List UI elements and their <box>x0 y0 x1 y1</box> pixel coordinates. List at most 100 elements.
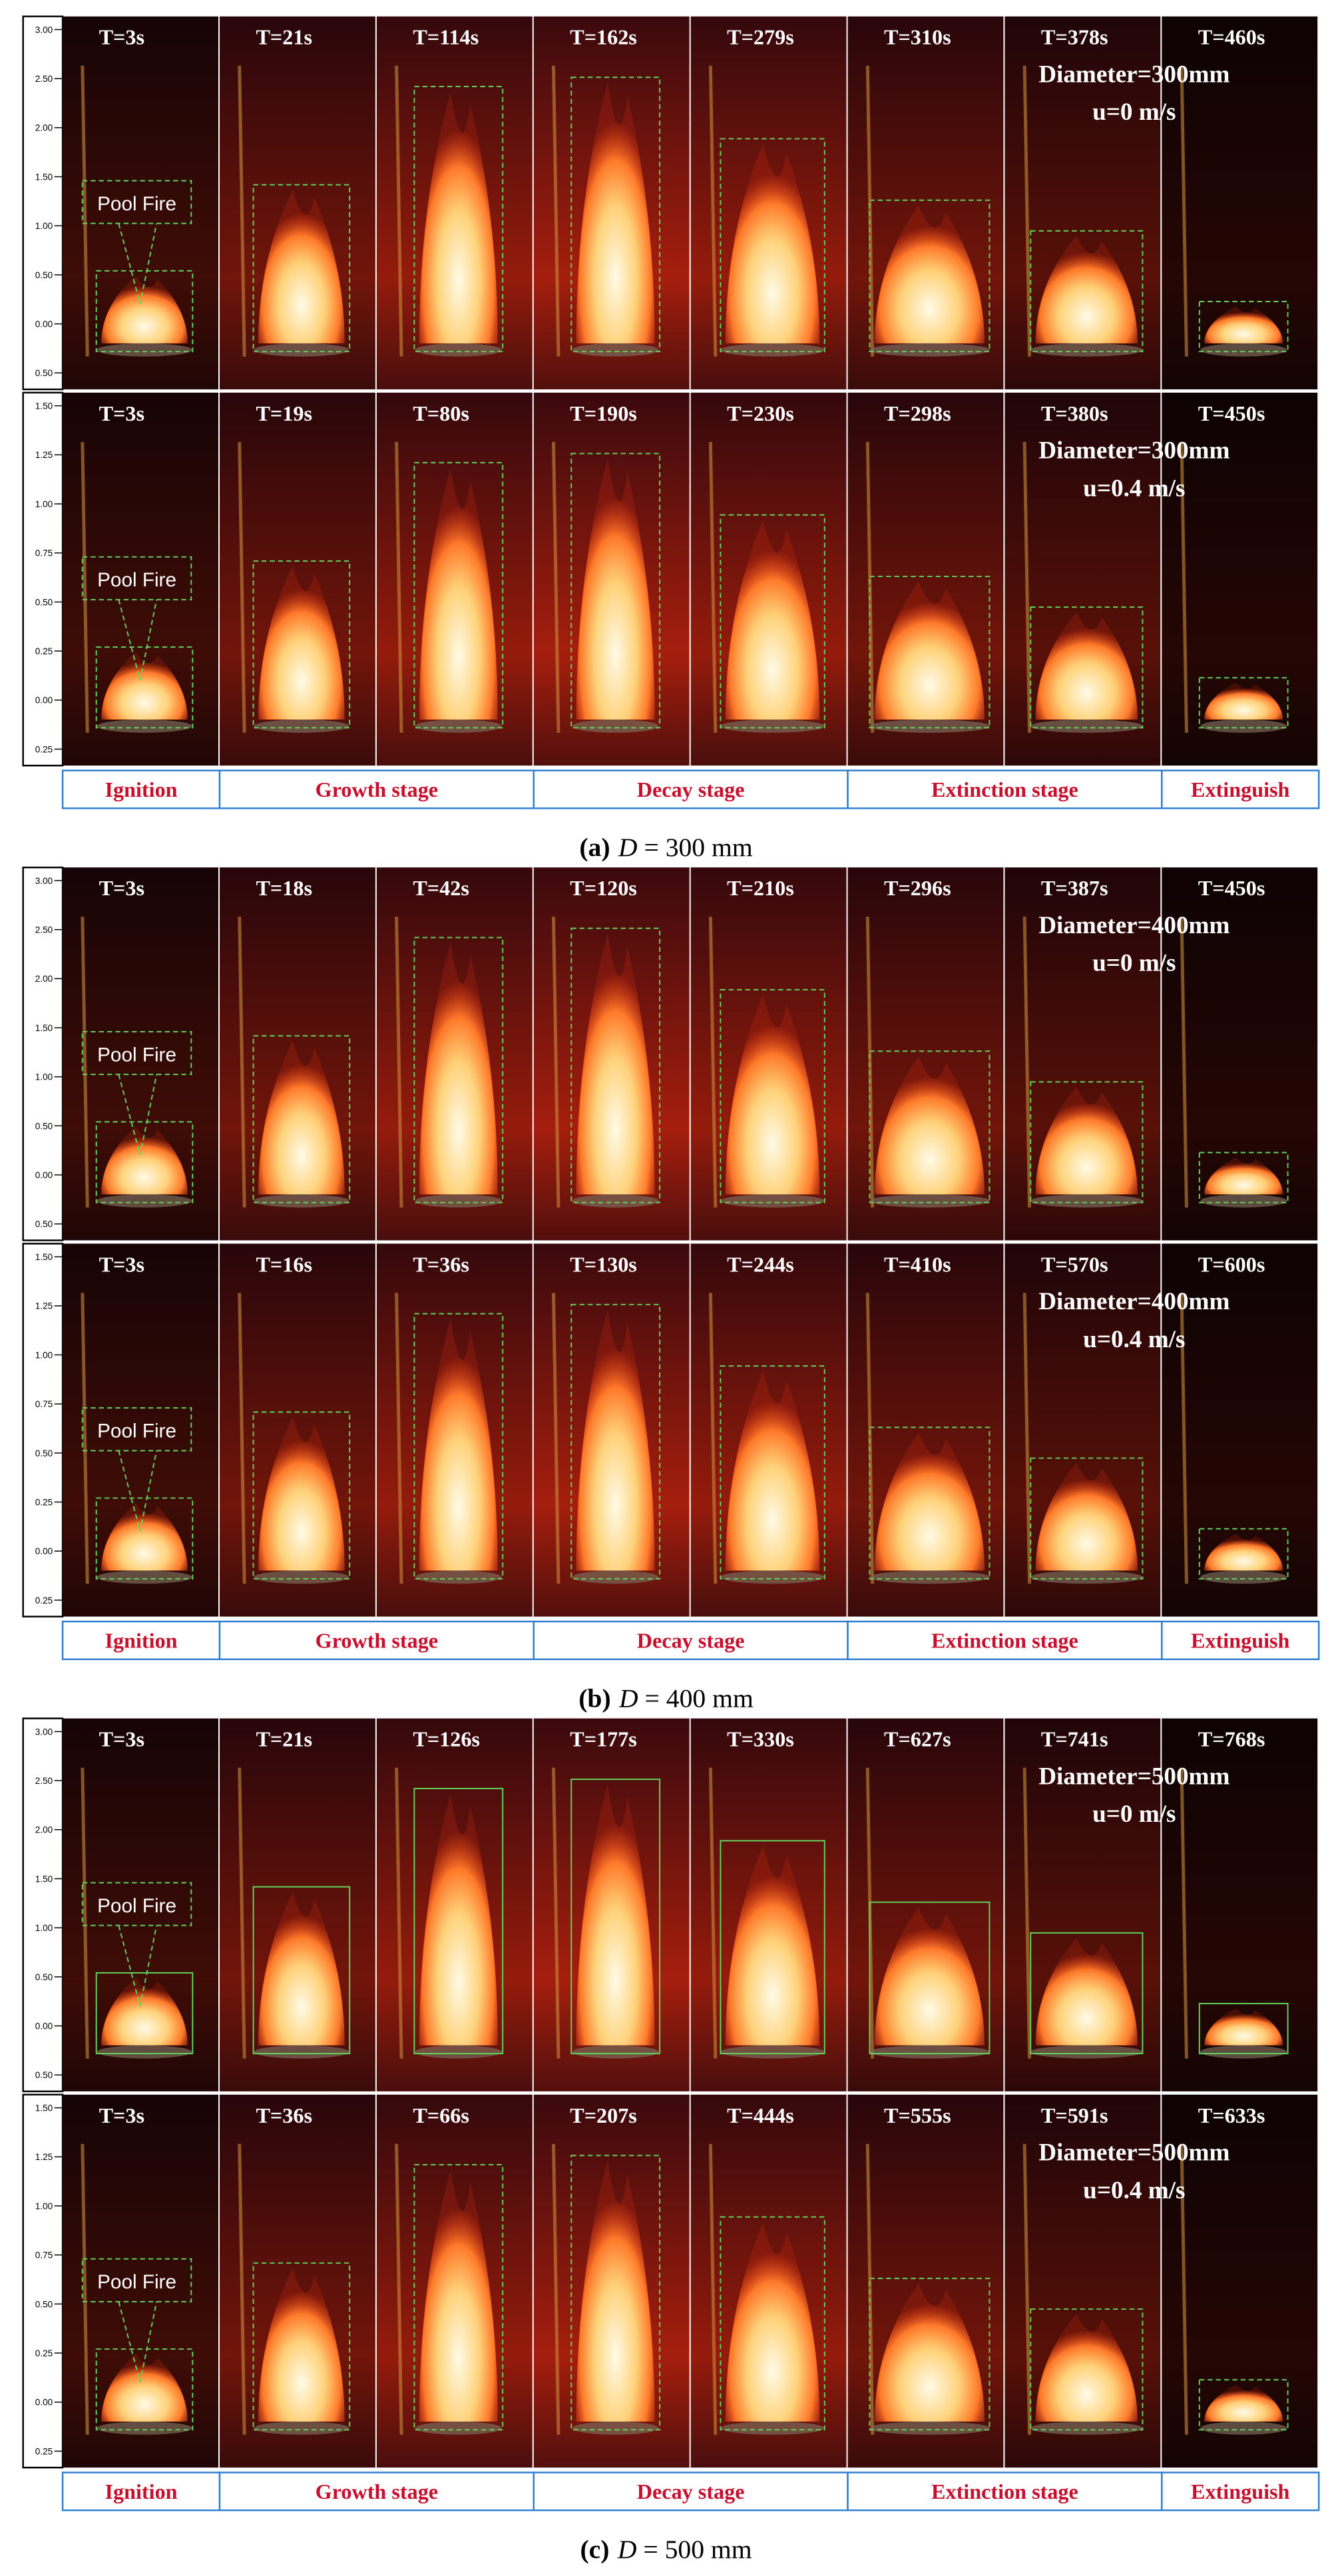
flame-box <box>95 1121 194 1203</box>
pool-pan <box>1030 1194 1143 1208</box>
measuring-pole <box>81 65 89 357</box>
flame-box <box>570 453 661 729</box>
measuring-pole <box>708 2143 718 2435</box>
scale-label: 1.00 <box>35 2201 53 2211</box>
scale-label: 0.50 <box>35 2299 53 2309</box>
measuring-pole <box>1022 2143 1032 2435</box>
pool-pan <box>1200 343 1287 357</box>
scale-label: 0.25 <box>35 646 53 656</box>
flame-box <box>570 1303 661 1580</box>
measuring-pole <box>1022 441 1032 733</box>
measuring-pole <box>395 1767 403 2059</box>
annotation-pointer <box>118 1450 158 1532</box>
time-label: T=16s <box>256 1252 312 1276</box>
flame-box <box>95 1972 194 2055</box>
pool-pan <box>720 2045 825 2059</box>
time-label: T=3s <box>99 1727 144 1751</box>
pool-pan <box>1200 2045 1287 2059</box>
flame <box>1035 1462 1138 1571</box>
measuring-pole <box>708 441 718 733</box>
pool-pan <box>572 720 659 733</box>
scale-label: 0.50 <box>35 1219 53 1229</box>
flame <box>419 1319 498 1571</box>
caption-label: (a) <box>579 833 610 862</box>
pool-pan <box>97 343 192 357</box>
stage-label: Growth stage <box>316 777 438 801</box>
time-label: T=21s <box>256 1727 312 1751</box>
flame <box>725 520 820 720</box>
flame-box <box>570 2155 661 2431</box>
scale-label: 0.25 <box>35 2446 53 2456</box>
stage-label: Ignition <box>105 2479 177 2503</box>
flame <box>1204 1534 1283 1571</box>
annotation-box <box>81 1882 192 1926</box>
flame <box>1204 1157 1283 1195</box>
pool-pan <box>1030 720 1143 733</box>
caption-label: (c) <box>580 2535 609 2564</box>
flame-box <box>1198 1528 1289 1580</box>
pool-pan <box>572 1570 659 1584</box>
scale-label: 0.00 <box>35 696 53 706</box>
flame <box>101 2354 188 2422</box>
flame-box <box>1198 1152 1289 1203</box>
pool-pan <box>1200 2421 1287 2435</box>
time-label: T=120s <box>570 876 637 900</box>
measuring-pole <box>238 441 246 733</box>
measuring-pole <box>81 1293 89 1584</box>
flame-box <box>869 2277 991 2431</box>
flame <box>258 1040 345 1195</box>
flame-box <box>570 1779 661 2055</box>
scale-label: 1.50 <box>35 172 53 182</box>
measuring-pole <box>552 1767 560 2059</box>
pool-pan <box>1200 1194 1287 1208</box>
scale-label: 2.00 <box>35 1825 53 1835</box>
annotation-text: Pool Fire <box>97 1044 176 1066</box>
annotation-box <box>81 180 192 224</box>
measuring-pole <box>81 441 89 733</box>
flame-box <box>1198 2003 1289 2055</box>
measuring-pole <box>552 2143 560 2435</box>
pool-pan <box>415 720 502 733</box>
flame-box <box>869 575 991 729</box>
flame-box <box>413 1787 504 2055</box>
pool-pan <box>720 720 825 733</box>
measuring-pole <box>1022 1293 1032 1584</box>
flame <box>874 581 985 720</box>
stage-label: Growth stage <box>316 1629 438 1653</box>
diameter-label: Diameter=500mm <box>1038 1763 1229 1790</box>
caption-text: = 300 mm <box>644 833 752 862</box>
scale-label: 0.25 <box>35 1498 53 1508</box>
flame-box <box>720 2216 825 2431</box>
pool-pan <box>720 2421 825 2435</box>
caption: (b) D = 400 mm <box>578 1683 754 1713</box>
measuring-pole <box>1180 65 1188 357</box>
flame-box <box>413 937 504 1203</box>
diameter-label: Diameter=300mm <box>1038 437 1229 465</box>
velocity-label: u=0 m/s <box>1092 950 1176 977</box>
measuring-pole <box>1180 1767 1188 2059</box>
scale-ruler <box>22 2093 64 2469</box>
pool-pan <box>415 1570 502 1584</box>
flame <box>725 1845 820 2045</box>
flame <box>101 652 188 720</box>
caption: (a) D = 300 mm <box>579 833 753 862</box>
flame <box>1035 612 1138 720</box>
time-label: T=3s <box>99 2103 144 2127</box>
flame <box>576 458 655 720</box>
time-label: T=310s <box>884 25 951 49</box>
flame <box>1035 2314 1138 2422</box>
time-label: T=210s <box>727 876 794 900</box>
stage-box <box>1161 769 1320 809</box>
scale-label: 1.00 <box>35 221 53 231</box>
time-label: T=633s <box>1198 2103 1265 2127</box>
measuring-pole <box>238 917 246 1208</box>
pool-pan <box>869 2421 991 2435</box>
stage-label: Decay stage <box>637 777 745 801</box>
flame-box <box>720 138 825 353</box>
time-label: T=591s <box>1041 2103 1108 2127</box>
time-label: T=380s <box>1041 401 1108 425</box>
stage-label: Extinguish <box>1191 2479 1290 2503</box>
pool-pan <box>1030 343 1143 357</box>
time-label: T=42s <box>413 876 469 900</box>
